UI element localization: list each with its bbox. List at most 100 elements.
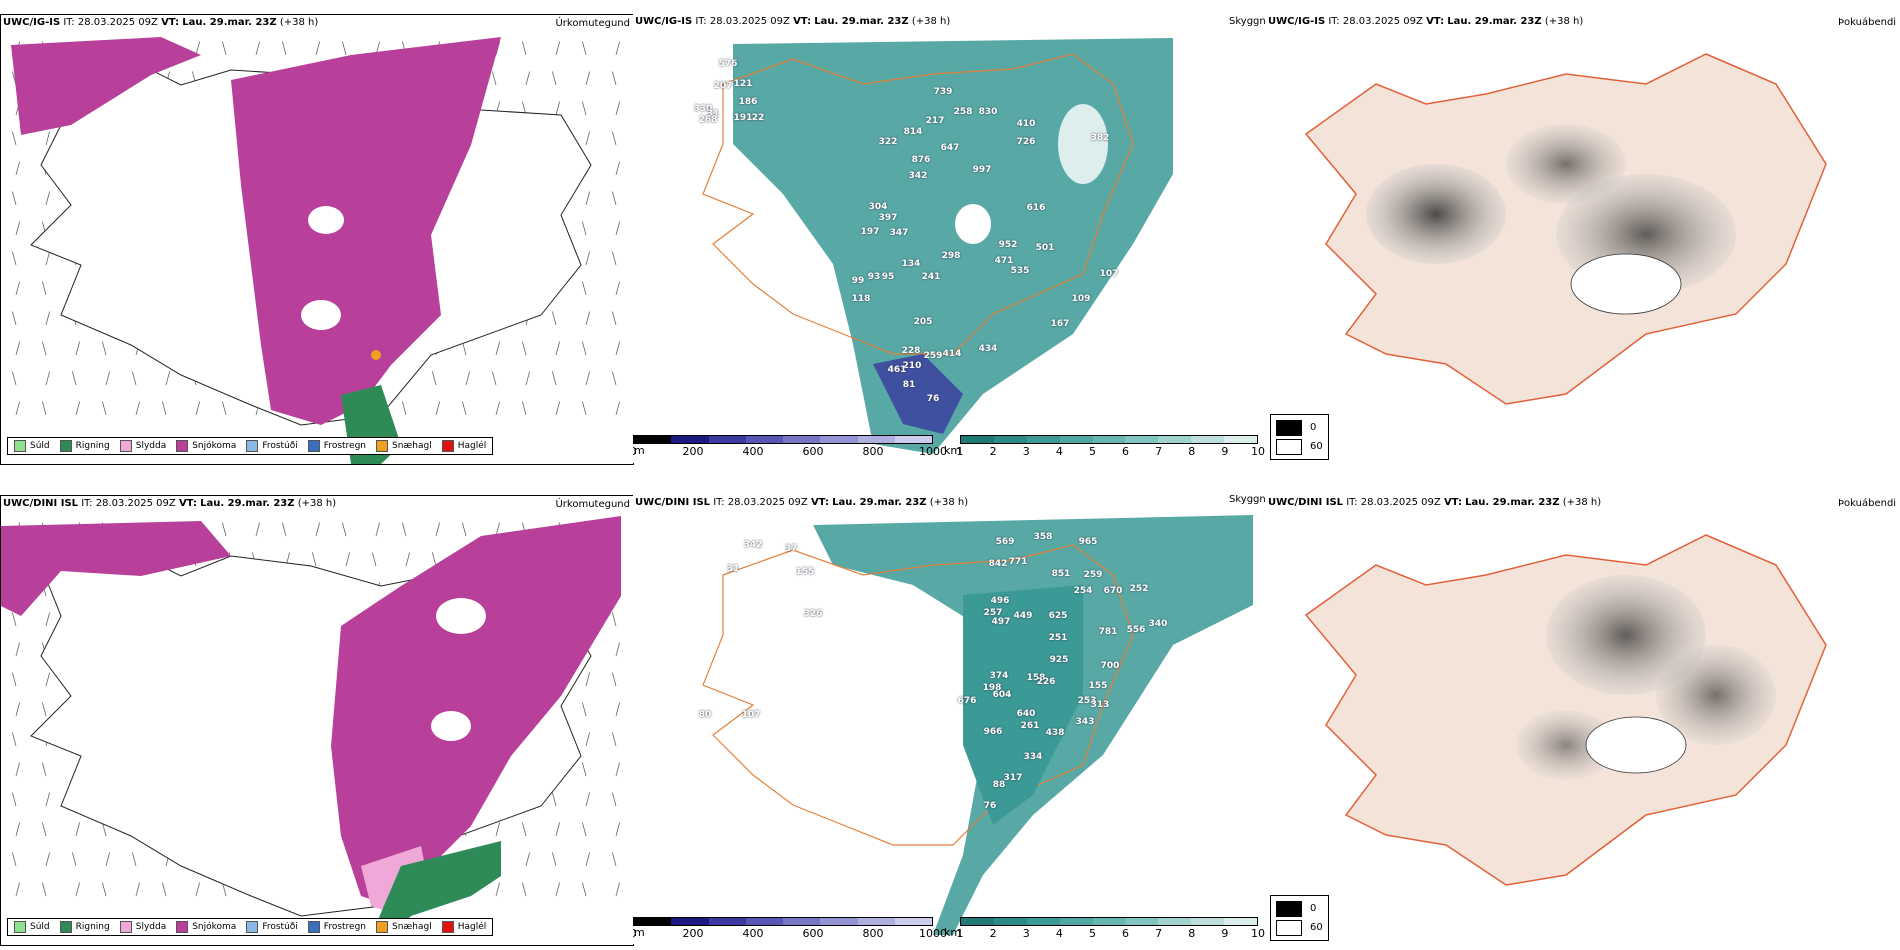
cloud-base-label: 80 <box>698 710 712 720</box>
tick-label: 8 <box>1188 445 1196 458</box>
cloud-base-label: 640 <box>1016 709 1036 719</box>
cloud-base-label: 814 <box>903 127 923 137</box>
cloud-base-label: 261 <box>1020 721 1040 731</box>
cloud-base-label: 205 <box>913 317 933 327</box>
legend-swatch <box>376 440 389 452</box>
panel-title: Skyggni <box>1229 16 1265 27</box>
cloud-base-label: 569 <box>995 537 1015 547</box>
legend-swatch <box>59 921 72 933</box>
fog-panel-row1: UWC/IG-IS IT: 28.03.2025 09Z VT: Lau. 29… <box>1266 14 1900 463</box>
fog-legend: 0 60 <box>1270 895 1329 941</box>
legend-swatch <box>176 921 189 933</box>
tick-label: 9 <box>1221 927 1229 940</box>
cloud-base-label: 876 <box>911 155 931 165</box>
legend-label: Snjókoma <box>192 441 237 451</box>
legend-item: Frostregn <box>307 440 366 452</box>
cloud-vis-panel-row2: UWC/DINI ISL IT: 28.03.2025 09Z VT: Lau.… <box>633 495 1265 944</box>
cloud-base-label: 342 <box>743 540 763 550</box>
legend-label: Frostregn <box>323 922 367 932</box>
cloud-base-label: 207 <box>713 81 733 91</box>
cloud-base-label: 197 <box>860 227 880 237</box>
cloud-base-label: 449 <box>1013 611 1033 621</box>
legend-item: Súld <box>14 921 50 933</box>
tick-label: 0 <box>633 927 637 940</box>
cloud-base-label: 842 <box>988 559 1008 569</box>
legend-item: Rigning <box>59 440 110 452</box>
panel-header: UWC/DINI ISL IT: 28.03.2025 09Z VT: Lau.… <box>1268 497 1602 508</box>
height-unit: m <box>634 926 645 939</box>
cloud-base-label: 647 <box>940 143 960 153</box>
tick-label: 600 <box>802 445 824 458</box>
cloud-base-label: 851 <box>1051 569 1071 579</box>
cloud-base-label: 217 <box>925 116 945 126</box>
legend-item: Snjókoma <box>176 440 236 452</box>
cloud-base-label: 535 <box>1010 266 1030 276</box>
cloud-base-label: 342 <box>908 171 928 181</box>
fog-index-map <box>1304 534 1827 886</box>
tick-label: 4 <box>1055 927 1063 940</box>
cloud-base-label: 410 <box>1016 119 1036 129</box>
cloud-base-label: 414 <box>942 349 962 359</box>
legend-swatch <box>176 440 189 452</box>
precip-type-map <box>11 37 621 464</box>
cloud-base-label: 347 <box>889 228 909 238</box>
cloud-base-label: 625 <box>1048 611 1068 621</box>
cloud-base-label: 76 <box>926 394 940 404</box>
legend-item: Snæhagl <box>376 921 432 933</box>
cloud-base-label: 259 <box>923 351 943 361</box>
legend-swatch <box>441 921 454 933</box>
legend-swatch <box>441 440 454 452</box>
visibility-colorbar: 1 2 3 4 5 6 7 8 9 10 km <box>944 435 1265 458</box>
cloud-base-label: 700 <box>1100 661 1120 671</box>
cloud-base-label: 93 <box>867 272 881 282</box>
cloud-base-label: 343 <box>1075 717 1095 727</box>
cloud-base-label: 925 <box>1049 655 1069 665</box>
cloud-base-label: 358 <box>1033 532 1053 542</box>
cloud-base-label: 397 <box>878 213 898 223</box>
legend-swatch <box>119 921 132 933</box>
tick-label: 10 <box>1251 927 1265 940</box>
precip-type-map <box>1 516 621 936</box>
cloud-base-label: 31 <box>706 109 720 119</box>
cloud-base-label: 497 <box>991 617 1011 627</box>
cloud-base-label: 438 <box>1045 728 1065 738</box>
cloud-base-label: 81 <box>902 380 916 390</box>
tick-label: 200 <box>682 445 704 458</box>
cloud-base-label: 259 <box>1083 570 1103 580</box>
legend-item: Súld <box>14 440 50 452</box>
legend-label: Rigning <box>75 441 110 451</box>
tick-label: 1000 <box>919 927 947 940</box>
legend-label: Frostúði <box>262 922 298 932</box>
tick-label: 400 <box>742 927 764 940</box>
legend-swatch <box>14 921 26 933</box>
panel-title: Þokuábendi <box>1838 498 1897 509</box>
cloud-base-label: 313 <box>1090 700 1110 710</box>
legend-swatch <box>246 440 259 452</box>
cloud-base-label: 198 <box>982 683 1002 693</box>
cloud-base-label: 965 <box>1078 537 1098 547</box>
tick-label: 4 <box>1055 445 1063 458</box>
legend-label: Snjókoma <box>192 922 237 932</box>
tick-label: 2 <box>989 927 997 940</box>
cloud-base-label: 471 <box>994 256 1014 266</box>
cloud-base-label: 676 <box>957 696 977 706</box>
tick-label: 3 <box>1022 927 1030 940</box>
cloud-base-label: 374 <box>989 671 1009 681</box>
cloud-base-label: 241 <box>921 272 941 282</box>
legend-swatch <box>14 440 26 452</box>
cloud-base-label: 251 <box>1048 633 1068 643</box>
cloud-base-label: 604 <box>992 690 1012 700</box>
tick-label: 6 <box>1122 445 1130 458</box>
cloud-base-label: 268 <box>698 115 718 125</box>
legend-label: Haglél <box>457 441 487 451</box>
panel-title: Þokuábendi <box>1838 17 1897 28</box>
panel-header: UWC/DINI ISL IT: 28.03.2025 09Z VT: Lau.… <box>635 497 969 508</box>
cloud-base-label: 107 <box>741 710 761 720</box>
tick-label: 600 <box>802 927 824 940</box>
cloud-base-label: 186 <box>738 97 758 107</box>
legend-swatch <box>307 921 320 933</box>
fog-panel-row2: UWC/DINI ISL IT: 28.03.2025 09Z VT: Lau.… <box>1266 495 1900 944</box>
height-colorbar: 0 200 400 600 800 1000 m <box>633 917 947 940</box>
cloud-base-label: 461 <box>887 365 907 375</box>
cloud-vis-panel-row1: UWC/IG-IS IT: 28.03.2025 09Z VT: Lau. 29… <box>633 14 1265 463</box>
